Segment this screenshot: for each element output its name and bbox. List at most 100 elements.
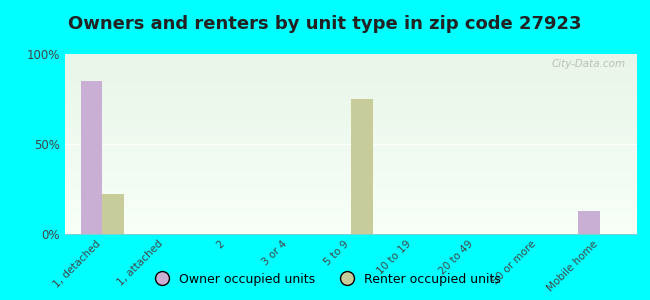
Bar (65, 182, 637, 183)
Bar (65, 71, 637, 72)
Bar (65, 127, 637, 128)
Bar (65, 132, 637, 133)
Bar (65, 176, 637, 177)
Bar (65, 68, 637, 69)
Bar (65, 136, 637, 137)
Bar (65, 165, 637, 166)
Bar (65, 149, 637, 150)
Bar (65, 62, 637, 63)
Bar (65, 154, 637, 155)
Bar (65, 85, 637, 86)
Bar (65, 117, 637, 118)
Bar (65, 90, 637, 91)
Bar (65, 76, 637, 77)
Bar (65, 229, 637, 230)
Bar (65, 207, 637, 208)
Bar (65, 158, 637, 159)
Bar (65, 188, 637, 189)
Bar (65, 134, 637, 135)
Bar (65, 115, 637, 116)
Bar (65, 226, 637, 227)
Bar (65, 88, 637, 89)
Bar (65, 98, 637, 99)
Bar (65, 114, 637, 115)
Bar (65, 77, 637, 78)
Bar (65, 189, 637, 190)
Bar (65, 61, 637, 62)
Bar (65, 192, 637, 193)
Bar (102, 194, 124, 234)
Bar (65, 206, 637, 207)
Bar (578, 211, 600, 234)
Bar (65, 216, 637, 217)
Bar (65, 107, 637, 108)
Bar (65, 203, 637, 204)
Bar (65, 120, 637, 121)
Bar (65, 185, 637, 186)
Bar (65, 162, 637, 163)
Bar (65, 166, 637, 167)
Bar (65, 208, 637, 209)
Bar (65, 186, 637, 187)
Bar (65, 55, 637, 56)
Bar (65, 232, 637, 233)
Bar (65, 167, 637, 168)
Bar (65, 141, 637, 142)
Bar (65, 106, 637, 107)
Bar (65, 101, 637, 102)
Bar (65, 181, 637, 182)
Bar (65, 60, 637, 61)
Bar (65, 99, 637, 100)
Bar (65, 215, 637, 216)
Bar (65, 204, 637, 205)
Bar (65, 224, 637, 225)
Bar (65, 152, 637, 153)
Bar (65, 87, 637, 88)
Bar (65, 202, 637, 203)
Bar (65, 96, 637, 97)
Bar (65, 121, 637, 122)
Bar (65, 225, 637, 226)
Bar (65, 159, 637, 160)
Bar (65, 196, 637, 197)
Bar (65, 219, 637, 220)
Bar (65, 85, 637, 86)
Bar (65, 157, 637, 158)
Bar (65, 133, 637, 134)
Bar (65, 109, 637, 110)
Bar (65, 211, 637, 212)
Bar (65, 146, 637, 147)
Bar (65, 142, 637, 143)
Bar (65, 69, 637, 70)
Bar (65, 143, 637, 144)
Bar (65, 84, 637, 85)
Bar (65, 118, 637, 119)
Bar (65, 187, 637, 188)
Bar (65, 220, 637, 221)
Bar (65, 124, 637, 125)
Bar (65, 155, 637, 156)
Bar (65, 199, 637, 200)
Legend: Owner occupied units, Renter occupied units: Owner occupied units, Renter occupied un… (144, 268, 506, 291)
Bar (65, 130, 637, 131)
Bar (65, 200, 637, 201)
Bar (65, 214, 637, 215)
Bar (65, 145, 637, 146)
Bar (65, 194, 637, 195)
Bar (65, 67, 637, 68)
Bar (65, 75, 637, 76)
Bar (65, 91, 637, 92)
Bar (65, 150, 637, 151)
Bar (65, 193, 637, 194)
Bar (65, 184, 637, 185)
Bar (65, 178, 637, 179)
Bar (65, 217, 637, 218)
Bar (65, 74, 637, 75)
Bar (65, 153, 637, 154)
Bar (65, 80, 637, 81)
Bar (65, 173, 637, 174)
Bar (65, 73, 637, 74)
Bar (65, 82, 637, 83)
Bar (65, 213, 637, 214)
Bar (65, 112, 637, 113)
